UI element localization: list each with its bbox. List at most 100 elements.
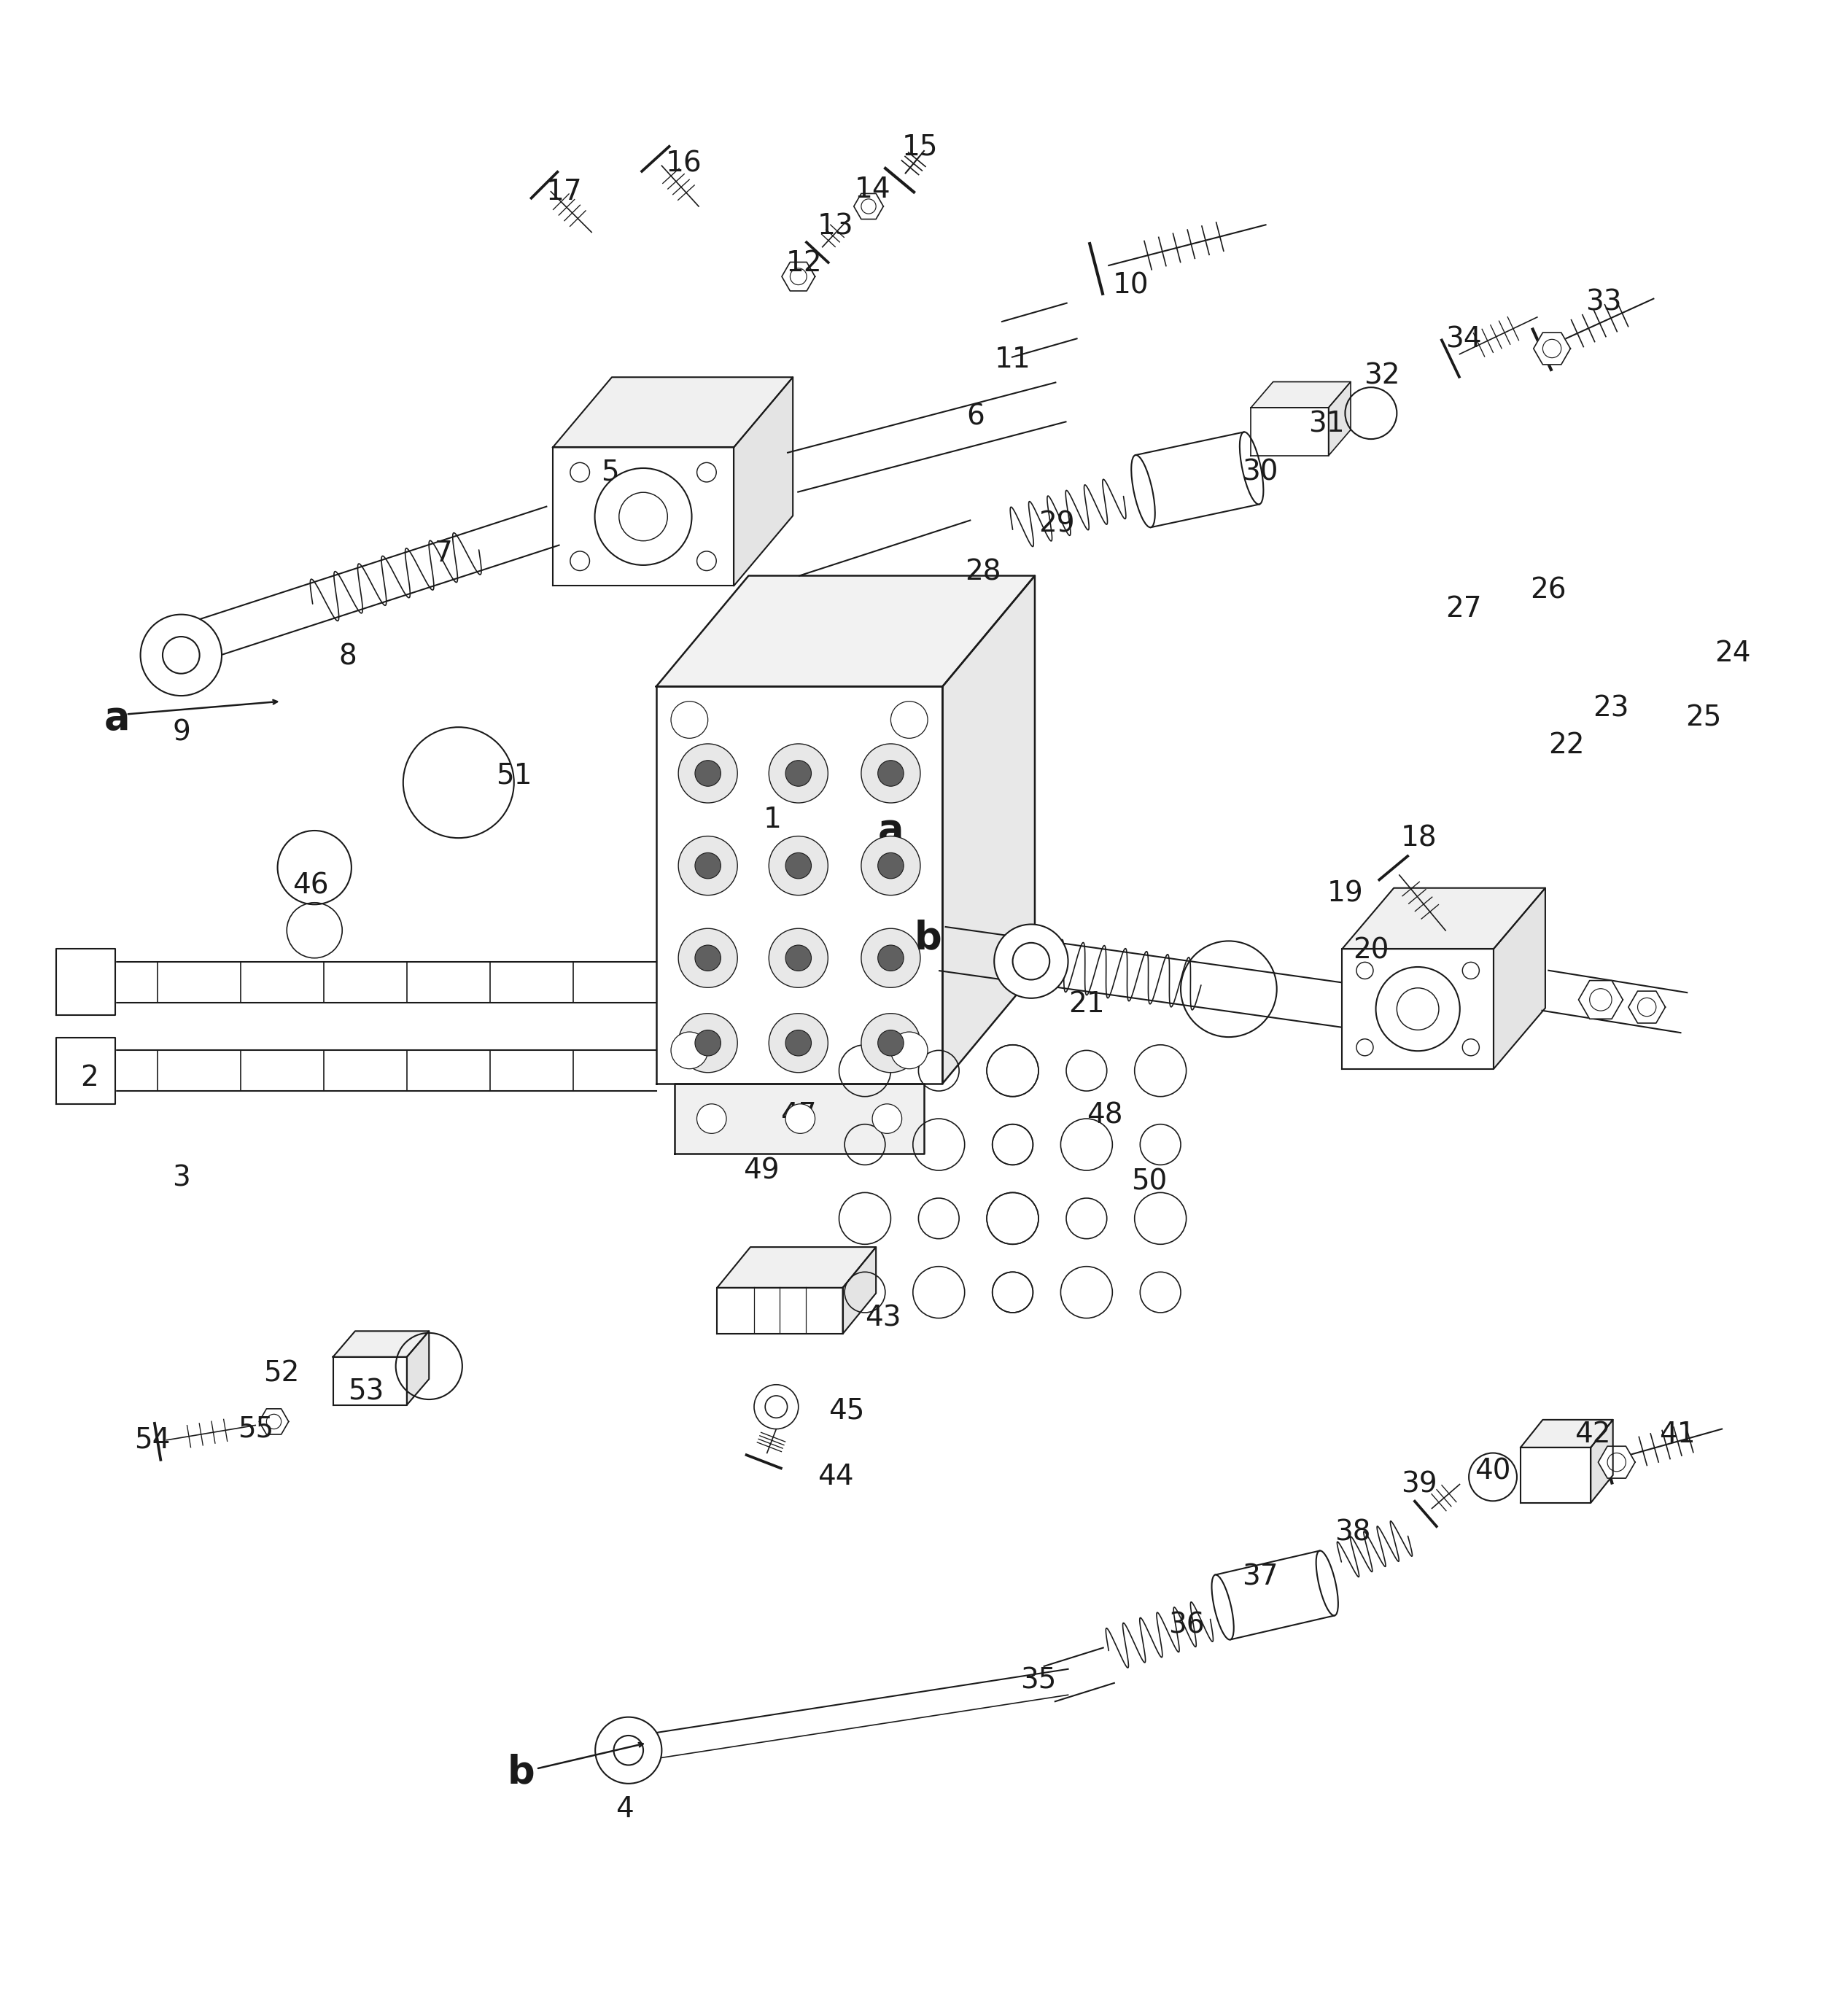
Text: 53: 53 <box>347 1379 384 1407</box>
Text: 41: 41 <box>1660 1421 1696 1449</box>
Text: 32: 32 <box>1364 362 1401 390</box>
Text: 12: 12 <box>785 250 822 278</box>
Circle shape <box>1356 962 1373 978</box>
Circle shape <box>678 836 737 894</box>
Polygon shape <box>1578 980 1623 1019</box>
Text: 16: 16 <box>665 150 702 178</box>
Text: 23: 23 <box>1593 694 1630 722</box>
Text: 31: 31 <box>1308 410 1345 438</box>
Circle shape <box>891 700 928 738</box>
Circle shape <box>678 928 737 988</box>
Circle shape <box>678 744 737 802</box>
Polygon shape <box>55 948 115 1015</box>
Circle shape <box>994 924 1068 998</box>
Circle shape <box>1462 1039 1478 1057</box>
Text: 9: 9 <box>172 718 190 746</box>
Circle shape <box>571 462 590 482</box>
Ellipse shape <box>1212 1575 1234 1639</box>
Circle shape <box>878 852 904 878</box>
Polygon shape <box>553 448 734 586</box>
Text: 48: 48 <box>1087 1101 1124 1129</box>
Text: 4: 4 <box>615 1795 634 1823</box>
Circle shape <box>878 1031 904 1057</box>
Polygon shape <box>333 1331 429 1357</box>
Circle shape <box>695 852 721 878</box>
Text: 1: 1 <box>763 806 782 832</box>
Circle shape <box>1356 1039 1373 1057</box>
Circle shape <box>754 1385 798 1429</box>
Circle shape <box>595 468 691 564</box>
Text: 52: 52 <box>262 1361 299 1387</box>
Polygon shape <box>675 1085 924 1155</box>
Polygon shape <box>656 686 942 1085</box>
Circle shape <box>891 1033 928 1069</box>
Polygon shape <box>1251 408 1329 456</box>
Text: 38: 38 <box>1334 1519 1371 1547</box>
Text: 14: 14 <box>854 176 891 204</box>
Polygon shape <box>1591 1421 1613 1503</box>
Circle shape <box>571 550 590 570</box>
Circle shape <box>785 852 811 878</box>
Circle shape <box>861 836 920 894</box>
Polygon shape <box>333 1357 407 1405</box>
Circle shape <box>695 944 721 970</box>
Circle shape <box>769 744 828 802</box>
Polygon shape <box>782 262 815 290</box>
Polygon shape <box>942 576 1035 1085</box>
Polygon shape <box>734 376 793 586</box>
Text: 11: 11 <box>994 346 1031 374</box>
Text: b: b <box>915 918 941 956</box>
Text: 45: 45 <box>828 1397 865 1425</box>
Circle shape <box>785 760 811 786</box>
Text: 55: 55 <box>237 1415 274 1443</box>
Polygon shape <box>1534 332 1571 364</box>
Text: 54: 54 <box>133 1427 170 1455</box>
Circle shape <box>872 1105 902 1133</box>
Circle shape <box>878 760 904 786</box>
Circle shape <box>785 1031 811 1057</box>
Text: 36: 36 <box>1168 1611 1205 1639</box>
Text: 29: 29 <box>1039 510 1076 538</box>
Polygon shape <box>553 376 793 448</box>
Circle shape <box>140 614 222 696</box>
Text: 35: 35 <box>1020 1667 1057 1695</box>
Text: 5: 5 <box>601 458 619 486</box>
Text: 28: 28 <box>965 558 1002 586</box>
Text: 19: 19 <box>1327 880 1364 906</box>
Text: 44: 44 <box>817 1463 854 1491</box>
Text: 18: 18 <box>1401 824 1438 852</box>
Text: b: b <box>508 1753 536 1791</box>
Text: 40: 40 <box>1475 1457 1512 1485</box>
Polygon shape <box>1342 948 1493 1069</box>
Text: a: a <box>103 698 129 736</box>
Circle shape <box>697 550 717 570</box>
Polygon shape <box>1521 1447 1591 1503</box>
Polygon shape <box>656 576 1035 686</box>
Polygon shape <box>1329 382 1351 456</box>
Text: 15: 15 <box>902 134 939 162</box>
Text: 47: 47 <box>780 1101 817 1129</box>
Circle shape <box>1375 966 1460 1051</box>
Circle shape <box>595 1717 662 1783</box>
Circle shape <box>697 462 717 482</box>
Text: 26: 26 <box>1530 576 1567 604</box>
Polygon shape <box>717 1247 876 1289</box>
Text: 8: 8 <box>338 642 357 670</box>
Text: 30: 30 <box>1242 458 1279 486</box>
Circle shape <box>769 928 828 988</box>
Circle shape <box>785 944 811 970</box>
Circle shape <box>769 1013 828 1073</box>
Text: 3: 3 <box>172 1165 190 1193</box>
Ellipse shape <box>1131 454 1155 528</box>
Circle shape <box>861 928 920 988</box>
Polygon shape <box>843 1247 876 1335</box>
Text: 34: 34 <box>1445 326 1482 354</box>
Text: 39: 39 <box>1401 1471 1438 1499</box>
Text: 33: 33 <box>1586 288 1623 316</box>
Polygon shape <box>1599 1447 1635 1479</box>
Text: 25: 25 <box>1685 704 1722 732</box>
Text: 17: 17 <box>545 178 582 206</box>
Text: a: a <box>878 812 904 850</box>
Text: 46: 46 <box>292 872 329 900</box>
Circle shape <box>697 1105 726 1133</box>
